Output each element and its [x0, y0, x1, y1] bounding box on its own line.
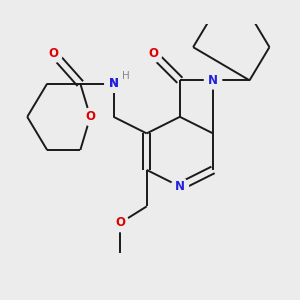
Circle shape [82, 108, 99, 125]
Circle shape [204, 72, 222, 89]
Text: N: N [109, 77, 118, 90]
Text: N: N [175, 180, 185, 193]
Text: N: N [109, 77, 118, 90]
Text: O: O [49, 47, 59, 60]
Circle shape [105, 75, 122, 92]
Text: O: O [85, 110, 95, 123]
Circle shape [112, 214, 129, 232]
Circle shape [145, 45, 162, 62]
Circle shape [105, 75, 122, 92]
Text: N: N [208, 74, 218, 87]
Text: O: O [115, 217, 125, 230]
Text: O: O [148, 47, 158, 60]
Circle shape [171, 178, 188, 195]
Circle shape [45, 45, 62, 62]
Text: H: H [122, 71, 129, 81]
